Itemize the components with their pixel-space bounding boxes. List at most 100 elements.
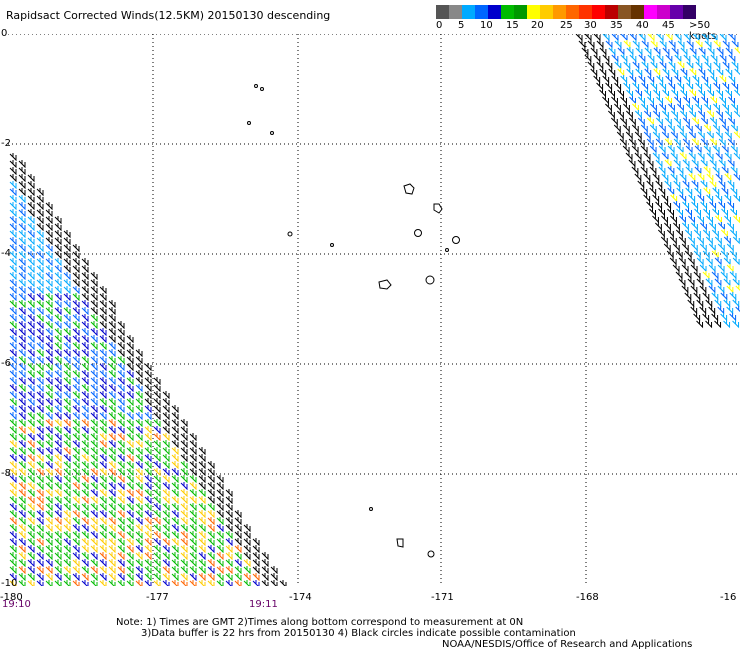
wind-barb <box>72 265 80 274</box>
wind-barb <box>81 258 89 267</box>
island-outline <box>254 84 258 88</box>
wind-barb <box>18 251 26 260</box>
wind-barb <box>153 531 161 540</box>
wind-barb <box>81 377 89 386</box>
wind-barb <box>614 40 622 49</box>
wind-barb <box>90 496 98 505</box>
wind-barb <box>225 538 233 547</box>
wind-barb <box>99 370 107 379</box>
wind-barb <box>99 524 107 533</box>
wind-barb <box>234 566 242 575</box>
swath-time: 19:11 <box>249 599 278 610</box>
wind-barb <box>72 524 80 533</box>
wind-barb <box>99 461 107 470</box>
wind-barb <box>81 321 89 330</box>
wind-barb <box>72 496 80 505</box>
wind-barb <box>27 307 35 316</box>
wind-barb <box>234 510 242 519</box>
wind-barb <box>9 202 17 211</box>
wind-barb <box>54 251 62 260</box>
wind-barb <box>45 398 53 407</box>
wind-barb <box>162 482 170 491</box>
wind-barb <box>650 82 658 91</box>
wind-barb <box>54 335 62 344</box>
wind-barb <box>126 370 134 379</box>
wind-barb <box>90 510 98 519</box>
wind-barb <box>198 545 206 554</box>
wind-barb <box>153 552 161 561</box>
wind-barb <box>261 573 269 582</box>
wind-barb <box>628 117 636 126</box>
wind-barb <box>18 475 26 484</box>
wind-barb <box>36 279 44 288</box>
wind-barb <box>198 454 206 463</box>
wind-barb <box>198 510 206 519</box>
wind-barb <box>81 300 89 309</box>
wind-barb <box>732 236 740 245</box>
wind-barb <box>63 328 71 337</box>
wind-barb <box>108 307 116 316</box>
wind-barb <box>81 342 89 351</box>
legend-swatch <box>436 5 449 19</box>
legend-label: >50 knots <box>689 20 717 42</box>
wind-barb <box>690 243 698 252</box>
wind-barb <box>126 349 134 358</box>
wind-barb <box>626 89 634 98</box>
wind-barb <box>81 307 89 316</box>
wind-barb <box>697 173 705 182</box>
wind-barb <box>90 517 98 526</box>
wind-barb <box>614 82 622 91</box>
wind-barb <box>234 580 242 586</box>
wind-barb <box>81 265 89 274</box>
wind-barb <box>108 391 116 400</box>
wind-barb <box>27 412 35 421</box>
wind-barb <box>698 47 706 56</box>
wind-barb <box>171 503 179 512</box>
wind-barb <box>670 194 678 203</box>
wind-barb <box>45 286 53 295</box>
wind-barb <box>9 293 17 302</box>
wind-barb <box>207 496 215 505</box>
wind-barb <box>647 54 655 63</box>
wind-barb <box>650 103 657 112</box>
wind-barb <box>9 398 17 407</box>
wind-barb <box>90 293 98 302</box>
wind-barb <box>90 342 98 351</box>
wind-barb <box>144 405 152 414</box>
wind-barb <box>710 75 718 84</box>
wind-barb <box>709 201 717 210</box>
wind-barb <box>207 573 215 582</box>
wind-barb <box>659 40 667 49</box>
wind-barb <box>72 566 80 575</box>
wind-barb <box>36 286 44 295</box>
wind-barb <box>27 426 35 435</box>
wind-barb <box>643 194 651 203</box>
wind-barb <box>54 447 62 456</box>
wind-barb <box>135 447 143 456</box>
swath-time: 19:10 <box>2 599 31 610</box>
wind-barb <box>45 412 53 421</box>
wind-barb <box>9 538 17 547</box>
wind-barb <box>63 321 71 330</box>
wind-barb <box>710 54 718 63</box>
y-axis-label: -8 <box>1 468 11 479</box>
wind-barb <box>54 552 62 561</box>
wind-barb <box>719 54 727 63</box>
wind-barb <box>81 370 89 379</box>
wind-barb <box>63 489 71 498</box>
wind-barb <box>9 419 17 428</box>
wind-barb <box>180 524 188 533</box>
wind-barb <box>704 61 712 70</box>
wind-barb <box>658 145 666 154</box>
legend-labels: 0 5 10 15 20 25 30 35 40 45 >50 knots <box>0 20 740 42</box>
wind-barb <box>144 433 152 442</box>
wind-barb <box>608 68 616 77</box>
wind-barb <box>180 447 188 456</box>
wind-barb <box>668 82 676 91</box>
wind-barb <box>72 321 80 330</box>
x-axis-label: -177 <box>146 592 169 603</box>
wind-barb <box>126 342 134 351</box>
wind-barb <box>180 454 188 463</box>
wind-barb <box>117 454 125 463</box>
wind-barb <box>90 531 98 540</box>
